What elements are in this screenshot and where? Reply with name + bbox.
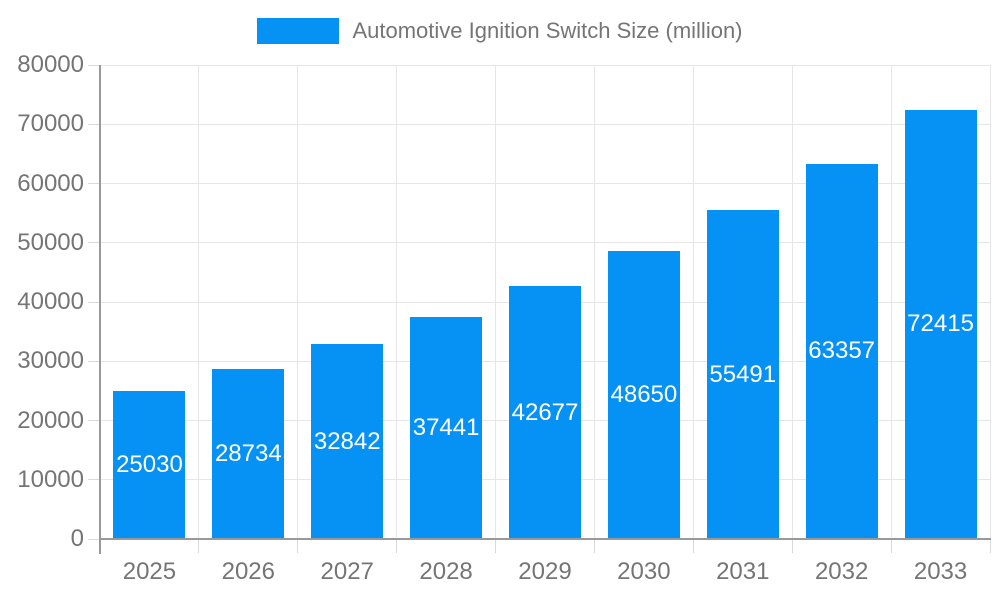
- x-axis-tick: [198, 539, 200, 553]
- y-axis-label: 20000: [17, 406, 84, 434]
- y-axis-tick: [88, 183, 100, 184]
- bar-value-label: 48650: [610, 380, 678, 408]
- bar[interactable]: 63357: [805, 163, 878, 539]
- bar-value-label: 25030: [116, 450, 183, 478]
- bar-value-label: 37441: [412, 414, 480, 442]
- y-axis-label: 40000: [17, 288, 84, 315]
- bar[interactable]: 28734: [212, 368, 285, 539]
- x-axis-tick: [989, 539, 991, 553]
- y-axis-tick: [88, 479, 100, 481]
- y-axis-tick: [88, 420, 100, 421]
- x-axis-label: 2031: [716, 558, 770, 585]
- x-axis-tick: [890, 539, 892, 553]
- y-axis-tick: [88, 64, 100, 66]
- bar-value-label: 42677: [511, 398, 579, 426]
- x-axis-tick: [495, 539, 497, 553]
- x-axis-label: 2033: [913, 558, 968, 585]
- y-axis-line: [99, 65, 101, 554]
- x-axis-line: [99, 538, 991, 540]
- y-axis-label: 30000: [17, 347, 84, 375]
- v-gridline: [791, 65, 793, 539]
- v-gridline: [989, 65, 991, 539]
- v-gridline: [396, 65, 398, 539]
- bar-value-label: 63357: [808, 337, 876, 365]
- bar[interactable]: 42677: [509, 286, 581, 539]
- y-axis-label: 50000: [17, 228, 84, 256]
- bar[interactable]: 55491: [706, 210, 779, 539]
- bar-value-label: 32842: [313, 427, 381, 455]
- x-axis-tick: [297, 539, 299, 553]
- x-axis-tick: [593, 539, 595, 553]
- y-axis-label: 80000: [17, 51, 84, 78]
- y-axis-tick: [88, 360, 100, 362]
- y-axis-label: 10000: [17, 465, 84, 493]
- y-axis-label: 0: [70, 525, 84, 552]
- bar[interactable]: 25030: [113, 390, 186, 539]
- v-gridline: [198, 65, 200, 539]
- x-axis-label: 2029: [518, 558, 572, 585]
- x-axis-tick: [791, 539, 793, 553]
- bar[interactable]: 48650: [607, 250, 680, 539]
- y-axis-label: 60000: [17, 169, 84, 197]
- y-axis-tick: [88, 538, 100, 540]
- x-axis-label: 2030: [617, 558, 671, 585]
- v-gridline: [297, 65, 299, 539]
- v-gridline: [890, 65, 892, 539]
- h-gridline: [100, 183, 990, 184]
- bar-value-label: 72415: [907, 310, 974, 338]
- x-axis-label: 2025: [122, 558, 177, 585]
- legend[interactable]: Automotive Ignition Switch Size (million…: [0, 18, 1000, 44]
- bar-value-label: 55491: [709, 360, 777, 388]
- legend-swatch: [257, 18, 340, 44]
- bar[interactable]: 37441: [410, 317, 483, 539]
- h-gridline: [100, 64, 990, 66]
- y-axis-label: 70000: [17, 110, 84, 138]
- x-axis-label: 2026: [221, 558, 275, 585]
- y-axis-tick: [88, 301, 100, 303]
- v-gridline: [593, 65, 595, 539]
- h-gridline: [100, 123, 990, 125]
- x-axis-label: 2027: [320, 558, 374, 585]
- x-axis-label: 2032: [814, 558, 869, 585]
- x-axis-tick: [396, 539, 398, 553]
- bar[interactable]: 32842: [311, 344, 384, 539]
- legend-label: Automotive Ignition Switch Size (million…: [352, 18, 743, 43]
- y-axis-tick: [88, 242, 100, 244]
- x-axis-label: 2028: [419, 558, 473, 585]
- v-gridline: [495, 65, 497, 539]
- y-axis-tick: [88, 123, 100, 125]
- bar[interactable]: 72415: [904, 109, 977, 539]
- x-axis-tick: [692, 539, 694, 553]
- bar-value-label: 28734: [214, 439, 282, 467]
- h-gridline: [100, 242, 990, 244]
- v-gridline: [692, 65, 694, 539]
